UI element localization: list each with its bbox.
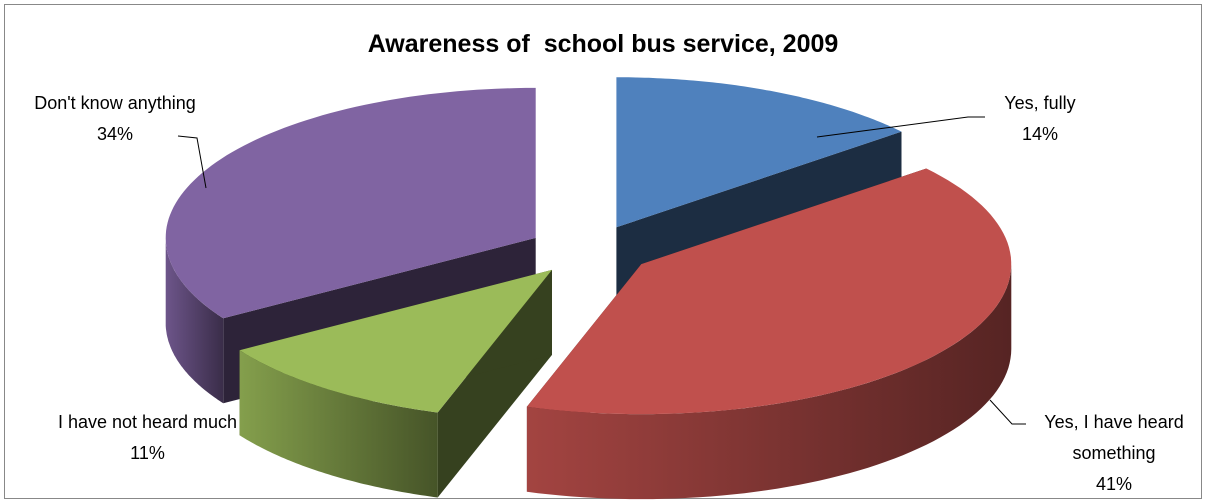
slice-top [526, 168, 1012, 415]
slice [526, 168, 1012, 500]
label-value: 34% [96, 124, 134, 144]
label-value: 41% [1095, 474, 1133, 494]
label-value: 14% [1021, 124, 1059, 144]
slice-top [165, 87, 536, 319]
label-value: 11% [130, 443, 165, 463]
data-label: I have not heard much 11% [45, 407, 250, 469]
leader-line [989, 399, 1026, 425]
label-name: Yes, fully [1004, 93, 1076, 113]
data-label: Yes, fully 14% [970, 88, 1110, 150]
slice-top [239, 269, 552, 413]
slice-side [165, 237, 224, 404]
pie [165, 77, 1012, 500]
slice [239, 269, 552, 498]
leader-line [177, 135, 207, 189]
chart-title: Awareness of school bus service, 2009 [367, 30, 839, 58]
slice-side [526, 264, 1012, 500]
label-name: Yes, I have heard something [1044, 412, 1184, 463]
slice-side [239, 350, 438, 498]
data-label: Yes, I have heard something 41% [1024, 407, 1204, 500]
label-name: Don't know anything [34, 93, 196, 113]
slice-top [616, 77, 902, 228]
leader-line [816, 116, 985, 138]
data-label: Don't know anything 34% [20, 88, 210, 150]
label-name: I have not heard much [57, 412, 238, 432]
